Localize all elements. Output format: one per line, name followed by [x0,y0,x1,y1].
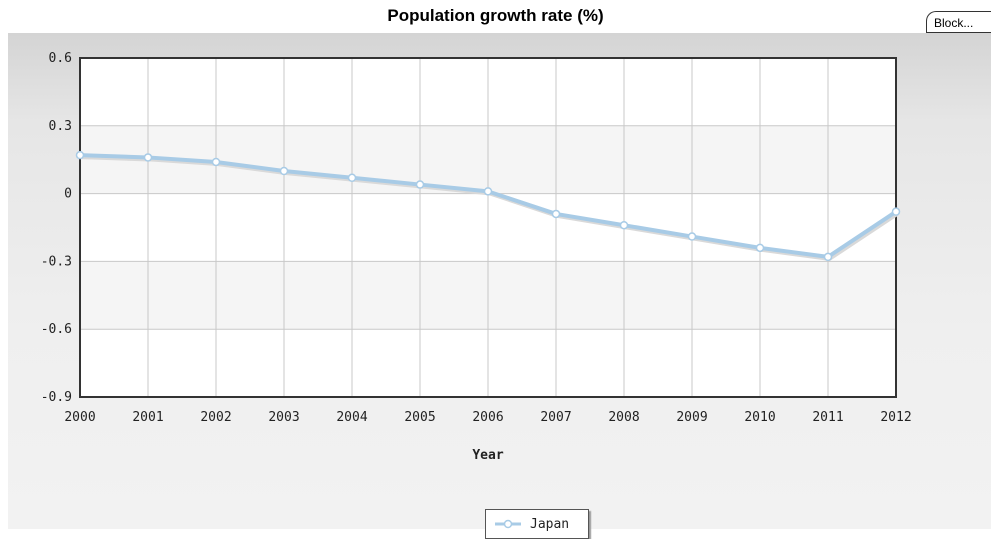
data-point [279,166,289,176]
block-button[interactable]: Block... [926,11,991,33]
chart-panel: 0.6 0.3 0 -0.3 -0.6 -0.9 2000 2001 2002 2003 2004… [8,33,991,539]
x-tick-label: 2002 [200,410,231,425]
y-tick-label: -0.3 [41,254,72,269]
legend-label-japan: Japan [530,516,570,532]
x-tick-label: 2004 [336,410,367,425]
x-tick-label: 2001 [132,410,163,425]
x-tick-label: 2008 [608,410,639,425]
data-point [483,187,493,196]
data-point [891,207,901,216]
y-tick-label: 0.6 [49,51,72,66]
legend-line-icon [495,519,521,529]
data-point [687,232,697,241]
x-tick-label: 2012 [880,410,911,425]
data-point [347,173,357,183]
y-tick-label: -0.6 [41,322,72,337]
x-tick-label: 2005 [404,410,435,425]
x-tick-label: 2000 [64,410,95,425]
chart-title: Population growth rate (%) [387,6,604,25]
x-tick-label: 2007 [540,410,571,425]
x-tick-label: 2011 [812,410,843,425]
y-tick-label: -0.9 [41,390,72,405]
x-tick-label: 2006 [472,410,503,425]
data-point [75,150,85,160]
chart-plot: 0.6 0.3 0 -0.3 -0.6 -0.9 2000 2001 2002 2003 2004… [41,51,912,463]
data-point [823,252,833,262]
x-tick-label: 2009 [676,410,707,425]
legend[interactable]: Japan [485,509,589,539]
plot-frame [79,57,897,398]
data-point [211,157,221,167]
data-point [551,209,561,219]
data-point [415,180,425,189]
data-point [143,153,153,162]
data-point [619,220,629,230]
y-tick-label: 0.3 [49,119,72,134]
y-tick-label: 0 [64,187,72,202]
x-axis-label: Year [472,448,503,463]
x-tick-label: 2010 [744,410,775,425]
data-point [755,243,765,253]
x-tick-label: 2003 [268,410,299,425]
